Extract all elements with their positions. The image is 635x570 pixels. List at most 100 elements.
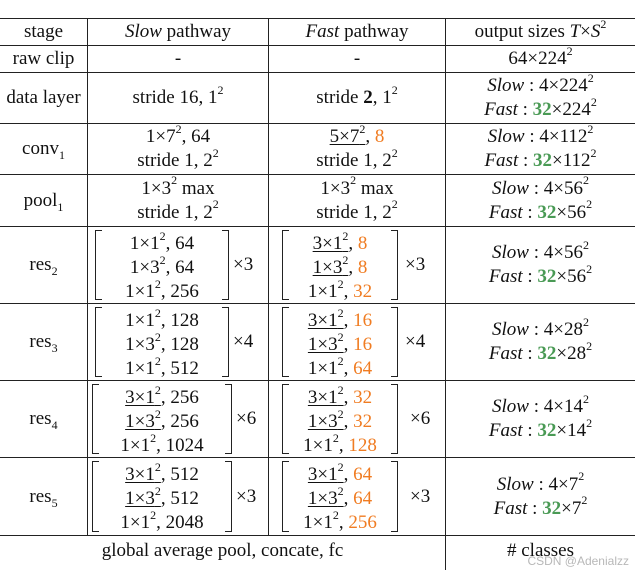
- res4-fast-lines: 3×12, 32 1×32, 32 1×12, 128: [292, 384, 388, 458]
- res2-out-slow: Slow : 4×562: [492, 237, 589, 263]
- res4-fast-sep-2: ,: [343, 411, 354, 432]
- pool1-fast-op: max: [356, 177, 394, 199]
- header-slow-italic: Slow: [124, 21, 162, 42]
- right-bracket: [222, 230, 229, 300]
- res5-output: Slow : 4×72 Fast : 32×72: [446, 458, 635, 535]
- conv1-fast-kernel: 5×7: [329, 126, 360, 147]
- watermark: CSDN @Adenialzz: [527, 554, 629, 568]
- res3-slow-channels-1: , 128: [160, 310, 199, 331]
- rule-header: [0, 45, 635, 46]
- res4-output: Slow : 4×142 Fast : 32×142: [446, 381, 635, 457]
- res2-output: Slow : 4×562 Fast : 32×562: [446, 227, 635, 303]
- res4-out-fast: Fast : 32×142: [488, 415, 593, 441]
- res2-fast-channels-1: 8: [357, 233, 368, 254]
- res3-slow-line-3: 1×12, 512: [125, 353, 199, 379]
- res5-fast-line-1: 3×12, 64: [307, 459, 373, 485]
- rule-raw: [0, 72, 635, 73]
- res5-fast-kernel-2: 1×3: [307, 488, 338, 509]
- col-rule-3: [445, 18, 446, 570]
- res4-slow-repeat: ×6: [236, 408, 257, 429]
- res2-stage-text: res: [29, 254, 52, 275]
- res3-fast-sep-2: ,: [343, 334, 354, 355]
- res4-out-slow-label: Slow: [492, 396, 529, 417]
- pool1-stage: pool1: [23, 189, 64, 214]
- res5-slow-channels-2: , 512: [160, 488, 199, 509]
- left-bracket: [282, 461, 289, 532]
- conv1-fast: 5×72, 8 stride 1, 22: [316, 121, 398, 171]
- header-fast-rest: pathway: [339, 21, 409, 42]
- res2-fast-channels-2: 8: [357, 257, 368, 278]
- conv1-fast-channels: 8: [374, 126, 385, 147]
- header-stage-text: stage: [23, 21, 64, 42]
- res2-out-slow-label: Slow: [492, 242, 529, 263]
- res3-fast-repeat: ×4: [405, 331, 426, 352]
- res4-out-fast-num: 32: [537, 420, 557, 441]
- res4-fast-channels-1: 32: [353, 387, 373, 408]
- res4-fast-block: 3×12, 32 1×32, 32 1×12, 128: [282, 384, 398, 456]
- res4-out-slow: Slow : 4×142: [492, 391, 589, 417]
- res3-out-fast-label: Fast: [488, 343, 523, 364]
- res2-fast-sep-1: ,: [348, 233, 358, 254]
- pool1-stage-text: pool: [23, 189, 58, 211]
- data-layer-slow: stride 16, 12: [132, 82, 224, 108]
- res5-fast-lines: 3×12, 64 1×32, 64 1×12, 256: [292, 459, 388, 535]
- pool1-out-fast-num: 32: [537, 201, 557, 223]
- left-bracket: [92, 384, 99, 454]
- res4-slow-line-3: 1×12, 1024: [120, 430, 204, 456]
- res3-out-fast-num: 32: [537, 343, 557, 364]
- data-layer-fast-bold: 2: [363, 87, 373, 108]
- left-bracket: [282, 384, 289, 454]
- data-layer-stage-text: data layer: [6, 87, 81, 108]
- rule-res2: [0, 303, 635, 304]
- conv1-out-fast-sep: :: [518, 150, 534, 171]
- footer-left: global average pool, concate, fc: [0, 536, 445, 566]
- res4-stage-text: res: [29, 408, 52, 429]
- raw-clip-stage-text: raw clip: [12, 48, 75, 69]
- res3-fast-channels-1: 16: [353, 310, 373, 331]
- raw-clip-output: 64×2242: [508, 43, 573, 69]
- res2-stage: res2: [0, 227, 87, 303]
- res2-out-slow-val: : 4×56: [528, 242, 583, 263]
- rule-res5: [0, 535, 635, 536]
- col-rule-1: [87, 18, 88, 535]
- header-fast: Fast pathway: [269, 19, 445, 45]
- pool1-out-slow-label: Slow: [492, 177, 529, 199]
- footer-right: # classes: [446, 536, 635, 566]
- conv1-output: Slow : 4×1122 Fast : 32×1122: [484, 121, 597, 171]
- res5-fast-sep-1: ,: [343, 464, 354, 485]
- rule-pool: [0, 226, 635, 227]
- res4-slow-line-1: 3×12, 256: [125, 382, 199, 408]
- header-slow: Slow pathway: [88, 19, 268, 45]
- res2-out-fast: Fast : 32×562: [488, 261, 593, 287]
- res3-out-fast-sep: :: [522, 343, 538, 364]
- raw-clip-slow: -: [88, 46, 268, 72]
- rule-res4: [0, 457, 635, 458]
- rule-data: [0, 123, 635, 124]
- res2-fast-block: 3×12, 8 1×32, 8 1×12, 32: [282, 228, 398, 302]
- res4-fast-sep-3: ,: [338, 435, 349, 456]
- left-bracket: [282, 307, 289, 377]
- left-bracket: [95, 230, 102, 300]
- res2-fast-line-1: 3×12, 8: [312, 228, 368, 254]
- res5-out-slow: Slow : 4×72: [496, 469, 585, 495]
- res3-fast-channels-3: 64: [353, 358, 373, 379]
- res5-out-fast: Fast : 32×72: [493, 493, 588, 519]
- right-bracket: [391, 461, 398, 532]
- data-layer-stage: data layer: [0, 73, 87, 123]
- data-layer-fast-a: stride: [316, 87, 364, 108]
- res2-slow-kernel-2: 1×3: [129, 257, 160, 278]
- res5-fast-channels-3: 256: [348, 512, 377, 533]
- header-output-formula: T: [569, 21, 581, 42]
- res4-stage: res4: [0, 381, 87, 457]
- conv1-stage: conv1: [22, 138, 65, 162]
- res4-slow-channels-2: , 256: [160, 411, 199, 432]
- conv1-slow: 1×72, 64 stride 1, 22: [137, 121, 219, 171]
- res3-slow-lines: 1×12, 128 1×32, 128 1×12, 512: [105, 307, 219, 381]
- pool1-out-slow-val: : 4×56: [528, 177, 583, 199]
- res5-stage: res5: [0, 458, 87, 535]
- right-bracket: [225, 384, 232, 454]
- conv1-out-fast-val: ×112: [552, 150, 591, 171]
- res5-out-fast-label: Fast: [493, 497, 528, 519]
- res2-slow-block: 1×12, 64 1×32, 64 1×12, 256: [95, 230, 229, 302]
- conv1-stage-text: conv: [22, 138, 59, 159]
